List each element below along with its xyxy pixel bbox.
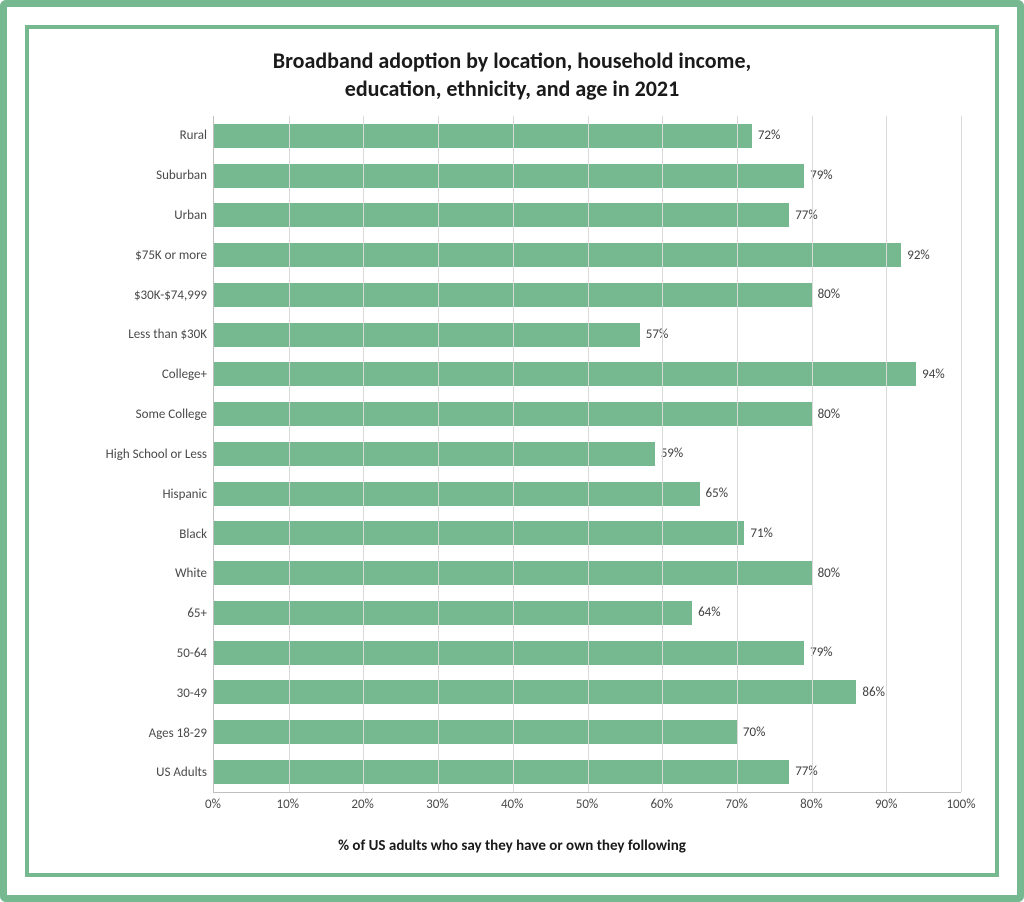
gridline — [289, 116, 290, 792]
category-label: Suburban — [63, 168, 207, 183]
x-tick-label: 0% — [205, 797, 221, 812]
category-label: US Adults — [63, 765, 207, 780]
bar — [214, 323, 640, 347]
bar — [214, 164, 804, 188]
bar — [214, 680, 856, 704]
gridline — [662, 116, 663, 792]
chart-outer-frame: Broadband adoption by location, househol… — [0, 0, 1024, 902]
x-tick-label: 80% — [800, 797, 822, 812]
bar-value-label: 77% — [795, 208, 817, 223]
category-label: 50-64 — [63, 646, 207, 661]
gridline — [438, 116, 439, 792]
x-tick-label: 90% — [875, 797, 897, 812]
plot-area: Rural Suburban Urban $75K or more $30K-$74,9… — [63, 116, 961, 793]
category-label: White — [63, 566, 207, 581]
gridline — [588, 116, 589, 792]
x-tick-label: 50% — [576, 797, 598, 812]
bar — [214, 720, 737, 744]
x-tick-label: 60% — [651, 797, 673, 812]
bar — [214, 601, 692, 625]
category-label: 65+ — [63, 606, 207, 621]
bar-value-label: 80% — [818, 287, 840, 302]
x-tick-label: 40% — [501, 797, 523, 812]
bar — [214, 442, 655, 466]
category-label: Black — [63, 527, 207, 542]
bar — [214, 760, 789, 784]
bar-value-label: 72% — [758, 128, 780, 143]
category-label: Some College — [63, 407, 207, 422]
chart-inner-frame: Broadband adoption by location, househol… — [25, 25, 999, 877]
x-tick-label: 30% — [426, 797, 448, 812]
category-label: Less than $30K — [63, 327, 207, 342]
gridline — [737, 116, 738, 792]
bar-value-label: 65% — [706, 486, 728, 501]
bar-value-label: 59% — [661, 446, 683, 461]
category-label: $75K or more — [63, 248, 207, 263]
bar-value-label: 92% — [907, 248, 929, 263]
category-label: Rural — [63, 128, 207, 143]
bar — [214, 124, 752, 148]
bar-value-label: 70% — [743, 725, 765, 740]
bar-value-label: 94% — [922, 367, 944, 382]
gridline — [812, 116, 813, 792]
bar-value-label: 79% — [810, 168, 832, 183]
chart-title: Broadband adoption by location, househol… — [63, 47, 961, 102]
plot-wrap: Rural Suburban Urban $75K or more $30K-$74,9… — [63, 116, 961, 855]
bar-value-label: 71% — [750, 526, 772, 541]
category-label: Ages 18-29 — [63, 726, 207, 741]
category-label: $30K-$74,999 — [63, 288, 207, 303]
category-label: Hispanic — [63, 487, 207, 502]
bar-value-label: 80% — [818, 407, 840, 422]
x-tick-label: 100% — [946, 797, 975, 812]
x-axis-title: % of US adults who say they have or own … — [63, 837, 961, 855]
x-axis: 0%10%20%30%40%50%60%70%80%90%100% — [213, 793, 961, 819]
bar-value-label: 86% — [862, 685, 884, 700]
bar-value-label: 80% — [818, 566, 840, 581]
x-tick-label: 70% — [725, 797, 747, 812]
bar — [214, 521, 744, 545]
bar-value-label: 57% — [646, 327, 668, 342]
gridline — [363, 116, 364, 792]
bar — [214, 243, 901, 267]
gridline — [513, 116, 514, 792]
plot-grid: 72% 79% 77% 92% 80% 57% 94% 80% 59% 65% 71% 80% 64% 7… — [213, 116, 961, 793]
bar-value-label: 77% — [795, 764, 817, 779]
category-label: College+ — [63, 367, 207, 382]
chart-title-line1: Broadband adoption by location, househol… — [273, 47, 751, 74]
bar-value-label: 79% — [810, 645, 832, 660]
bar — [214, 641, 804, 665]
y-axis-labels: Rural Suburban Urban $75K or more $30K-$74,9… — [63, 116, 213, 793]
category-label: Urban — [63, 208, 207, 223]
bar-value-label: 64% — [698, 605, 720, 620]
chart-title-line2: education, ethnicity, and age in 2021 — [345, 75, 679, 102]
bar — [214, 482, 700, 506]
gridline — [886, 116, 887, 792]
gridline — [961, 116, 962, 792]
category-label: High School or Less — [63, 447, 207, 462]
x-tick-label: 20% — [351, 797, 373, 812]
bar — [214, 203, 789, 227]
category-label: 30-49 — [63, 686, 207, 701]
x-tick-label: 10% — [277, 797, 299, 812]
